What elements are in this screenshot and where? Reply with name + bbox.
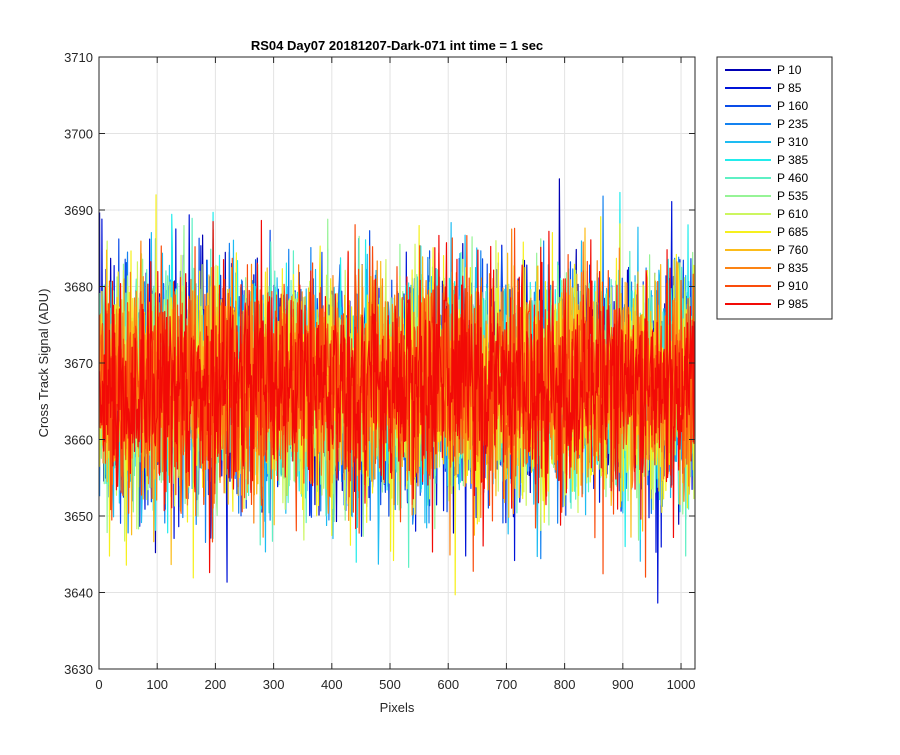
legend-entry: P 10	[777, 63, 802, 77]
legend-entry: P 85	[777, 81, 802, 95]
legend-entry: P 160	[777, 99, 808, 113]
legend-entry: P 985	[777, 297, 808, 311]
series-lines	[99, 178, 695, 604]
x-tick-label: 600	[437, 677, 459, 692]
axis-ticks: 0 100 200 300 400 500 600 700 800 900 1000 3630 3640…	[64, 50, 695, 692]
y-tick-label: 3680	[64, 280, 93, 295]
y-tick-label: 3710	[64, 50, 93, 65]
legend-entry: P 460	[777, 171, 808, 185]
series-line	[99, 224, 695, 578]
x-tick-label: 900	[612, 677, 634, 692]
legend-box	[716, 56, 833, 320]
chart-title: RS04 Day07 20181207-Dark-071 int time = …	[251, 38, 543, 53]
legend: P 10 P 85 P 160 P 235 P 310 P 385 P 460 P 535 P …	[716, 56, 833, 320]
y-tick-label: 3660	[64, 433, 93, 448]
x-tick-label: 1000	[667, 677, 696, 692]
x-tick-label: 0	[95, 677, 102, 692]
legend-entry: P 235	[777, 117, 808, 131]
legend-entry: P 835	[777, 261, 808, 275]
legend-entry: P 385	[777, 153, 808, 167]
y-tick-label: 3640	[64, 586, 93, 601]
legend-entry: P 535	[777, 189, 808, 203]
x-tick-label: 400	[321, 677, 343, 692]
y-axis-label: Cross Track Signal (ADU)	[36, 289, 51, 438]
x-axis-label: Pixels	[380, 700, 415, 715]
y-tick-label: 3630	[64, 662, 93, 677]
x-tick-label: 100	[146, 677, 168, 692]
series-line	[99, 219, 695, 574]
x-tick-label: 700	[496, 677, 518, 692]
legend-entry: P 910	[777, 279, 808, 293]
x-tick-label: 500	[379, 677, 401, 692]
legend-entry: P 610	[777, 207, 808, 221]
legend-entry: P 760	[777, 243, 808, 257]
x-tick-label: 300	[263, 677, 285, 692]
y-tick-label: 3690	[64, 203, 93, 218]
x-tick-label: 200	[205, 677, 227, 692]
x-tick-label: 800	[554, 677, 576, 692]
legend-entry: P 310	[777, 135, 808, 149]
y-tick-label: 3650	[64, 509, 93, 524]
y-tick-label: 3670	[64, 356, 93, 371]
y-tick-label: 3700	[64, 127, 93, 142]
legend-entry: P 685	[777, 225, 808, 239]
